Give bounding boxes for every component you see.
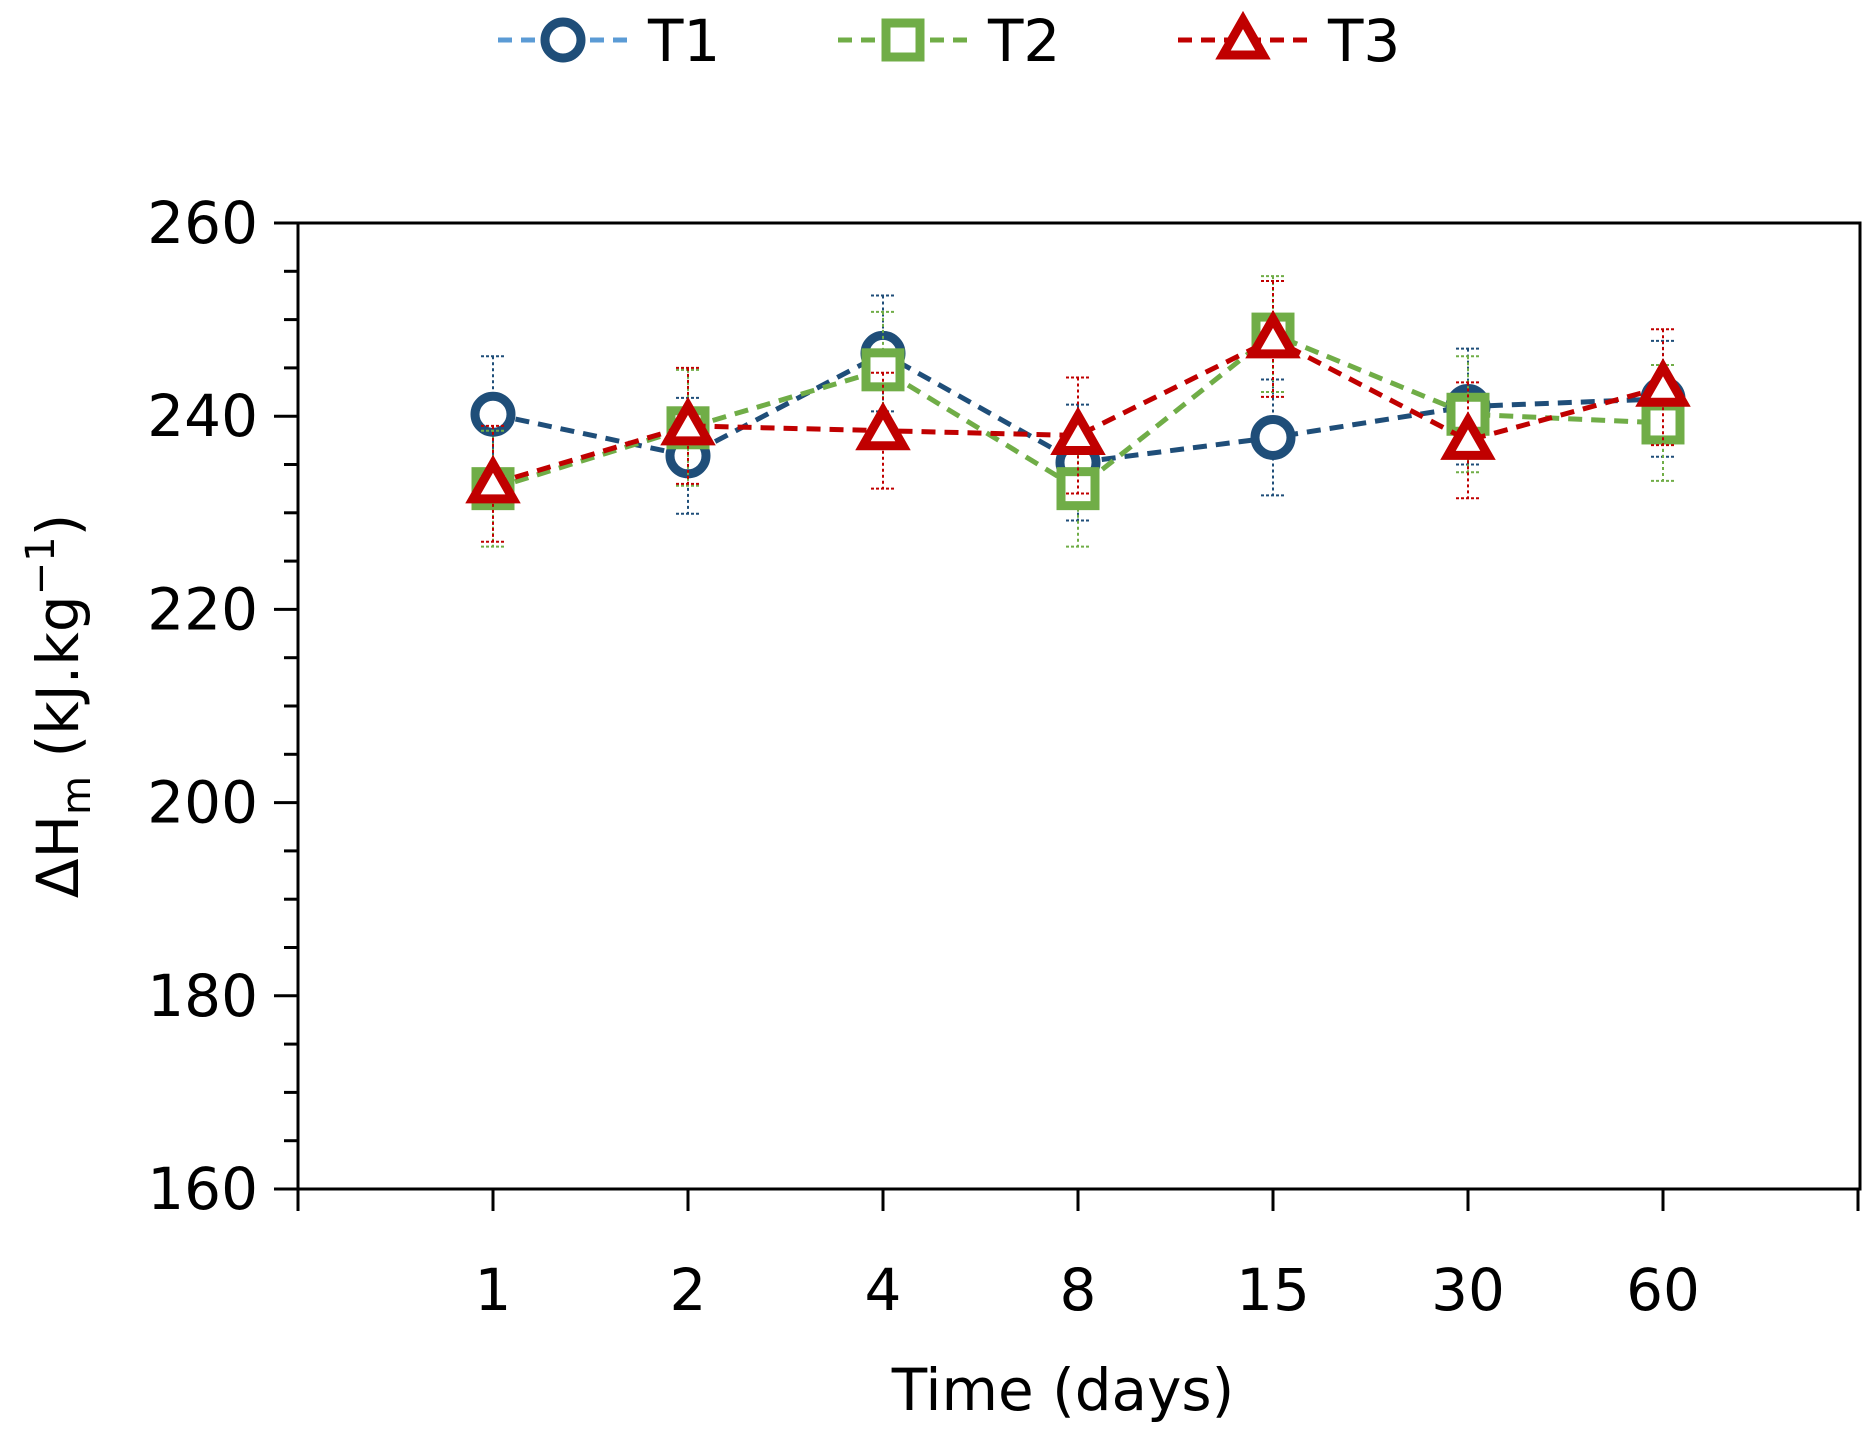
- legend-marker: [540, 17, 586, 63]
- x-tick-label: 4: [865, 1256, 902, 1324]
- data-point: [660, 396, 716, 446]
- data-point: [1050, 406, 1106, 456]
- y-tick-label: 260: [147, 189, 258, 257]
- data-point: [861, 348, 905, 392]
- series-layer: [465, 275, 1691, 548]
- x-tick-label: 30: [1431, 1256, 1505, 1324]
- legend-label: T2: [987, 7, 1060, 75]
- x-tick-label: 60: [1626, 1256, 1700, 1324]
- data-point: [1641, 401, 1685, 445]
- data-point: [1056, 467, 1100, 511]
- x-tick-label: 2: [670, 1256, 707, 1324]
- y-tick-label: 240: [147, 382, 258, 450]
- x-tick-label: 8: [1060, 1256, 1097, 1324]
- y-axis-title-close: ): [24, 514, 92, 537]
- y-axis-title-unit: (kJ.kg: [24, 595, 92, 776]
- plot-area: [296, 221, 1862, 1191]
- x-axis: 1 2 4 8 15 30 60: [296, 1189, 1860, 1324]
- x-tick-label: 15: [1236, 1256, 1310, 1324]
- y-tick-label: 160: [147, 1155, 258, 1223]
- data-point: [1250, 414, 1296, 460]
- y-axis-title-subscript: m: [54, 776, 100, 815]
- data-point: [1635, 358, 1691, 407]
- y-axis-title-main: ΔH: [24, 815, 92, 898]
- legend-label: T1: [647, 7, 720, 75]
- data-point: [1245, 309, 1301, 359]
- y-tick-label: 180: [147, 962, 258, 1030]
- data-point: [855, 401, 911, 451]
- x-axis-title: Time (days): [891, 1356, 1235, 1424]
- data-point: [465, 454, 521, 504]
- y-axis-title-superscript: −1: [18, 536, 64, 595]
- data-point: [1440, 411, 1496, 460]
- y-tick-label: 200: [147, 769, 258, 837]
- legend-marker: [1215, 10, 1271, 60]
- legend-marker: [881, 18, 925, 62]
- legend: T1 T2 T3: [498, 7, 1400, 75]
- x-tick-label: 1: [475, 1256, 512, 1324]
- y-axis-title: ΔHm (kJ.kg−1): [18, 514, 100, 898]
- series-T3: [465, 279, 1691, 543]
- y-tick-label: 220: [147, 575, 258, 643]
- y-axis: 160 180 200 220 240 260: [147, 189, 298, 1223]
- legend-label: T3: [1327, 7, 1400, 75]
